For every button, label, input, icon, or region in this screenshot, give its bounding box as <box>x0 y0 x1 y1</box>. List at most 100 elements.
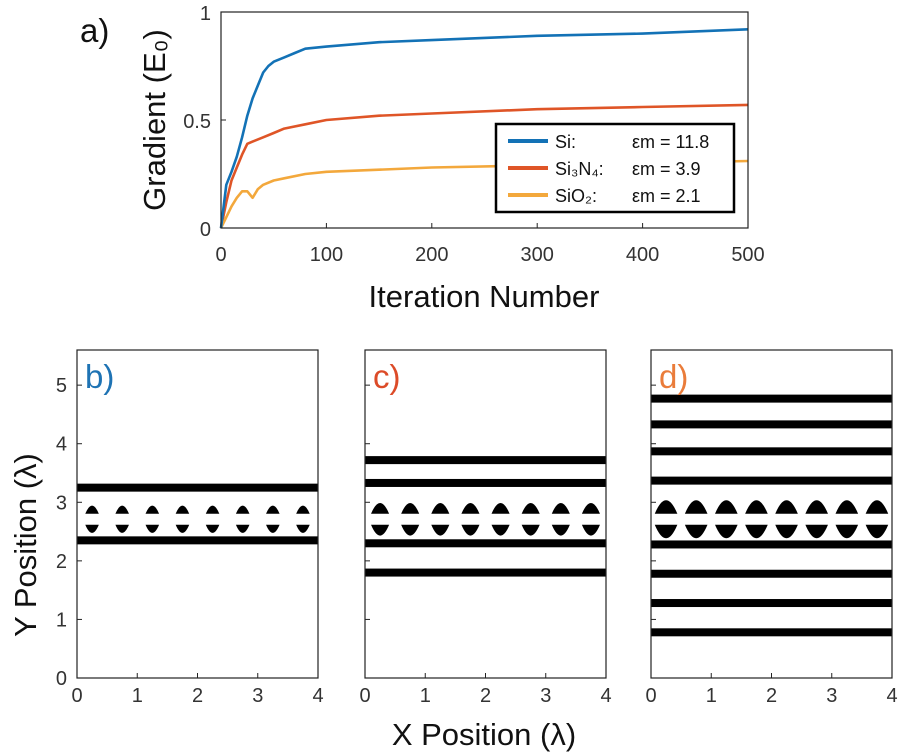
x-tick-label: 400 <box>626 244 659 266</box>
bump-feature <box>205 524 220 533</box>
bump-feature <box>551 502 570 514</box>
material-bar <box>77 483 318 492</box>
x-tick-label: 1 <box>420 685 431 707</box>
bump-feature <box>775 524 798 539</box>
material-bar <box>651 447 892 456</box>
structure-panel-b: b) 0 1 2 3 4 0 1 2 3 4 5 <box>56 349 324 707</box>
bump-feature <box>461 524 480 536</box>
y-tick-label: 2 <box>56 551 67 573</box>
material-bar <box>365 568 606 577</box>
material-bar <box>651 628 892 637</box>
bump-feature <box>145 524 160 533</box>
y-tick-label: 4 <box>56 434 67 456</box>
bump-feature <box>296 524 310 533</box>
bump-feature <box>805 500 828 514</box>
material-bar <box>651 394 892 403</box>
bump-feature <box>401 502 420 514</box>
bump-feature <box>715 500 738 514</box>
x-tick-label: 3 <box>540 685 551 707</box>
x-tick-label: 2 <box>766 685 777 707</box>
x-tick-label: 0 <box>359 685 370 707</box>
panel-background <box>365 350 606 678</box>
bump-feature <box>805 524 828 539</box>
x-tick-label: 4 <box>600 685 611 707</box>
x-tick-label: 2 <box>192 685 203 707</box>
x-tick-label: 1 <box>706 685 717 707</box>
gradient-plot-area <box>219 28 749 229</box>
y-axis-label-position: Y Position (λ) <box>8 453 43 637</box>
bump-feature <box>175 505 190 514</box>
bump-feature <box>266 524 280 533</box>
bump-feature <box>371 524 390 536</box>
bump-feature <box>371 502 390 514</box>
y-tick-label: 0.5 <box>183 111 211 133</box>
legend: Si: εm = 11.8 Si₃N₄: εm = 3.9 SiO₂: εm =… <box>494 122 736 214</box>
bump-feature <box>654 500 678 514</box>
material-bar <box>365 539 606 548</box>
y-tick-label: 1 <box>56 609 67 631</box>
bump-feature <box>684 500 708 514</box>
bump-feature <box>835 524 859 539</box>
bump-feature <box>296 505 310 514</box>
structure-panel-d: d) 0 1 2 3 4 <box>645 349 898 707</box>
material-bar <box>365 456 606 465</box>
legend-name-sio2: SiO₂: <box>555 186 597 206</box>
bump-feature <box>745 500 768 514</box>
x-tick-label: 1 <box>132 685 143 707</box>
panel-label: d) <box>659 358 688 395</box>
material-bar <box>77 536 318 545</box>
material-bar <box>651 599 892 608</box>
x-tick-label: 2 <box>480 685 491 707</box>
bump-feature <box>581 524 600 536</box>
bump-feature <box>835 500 859 514</box>
x-tick-label: 3 <box>252 685 263 707</box>
bump-feature <box>145 505 160 514</box>
bump-feature <box>401 524 420 536</box>
bump-feature <box>491 524 510 536</box>
bump-feature <box>461 502 480 514</box>
y-tick-label: 0 <box>56 668 67 690</box>
y-tick-label: 3 <box>56 492 67 514</box>
x-tick-label: 3 <box>826 685 837 707</box>
bump-feature <box>521 524 540 536</box>
legend-eps-sio2: εm = 2.1 <box>632 186 701 206</box>
bump-feature <box>865 524 889 539</box>
bump-feature <box>431 502 450 514</box>
series-line-1 <box>219 103 749 229</box>
structure-panels: b) 0 1 2 3 4 0 1 2 3 4 5 c) 0 1 2 3 4 d) 0 1 2 3 4 <box>56 349 898 707</box>
bump-feature <box>581 502 600 514</box>
x-tick-label: 500 <box>731 244 764 266</box>
bump-feature <box>684 524 708 539</box>
material-bar <box>651 476 892 485</box>
bump-feature <box>235 505 250 514</box>
gradient-axis-ticks: 0 100 200 300 400 500 0 0.5 1 <box>183 3 765 266</box>
bump-feature <box>745 524 768 539</box>
y-axis-label-gradient: Gradient (E₀) <box>137 29 172 211</box>
gradient-chart: a) 0 100 200 300 400 500 0 0.5 1 Iteration Numbe… <box>80 3 765 314</box>
x-axis-label-iteration: Iteration Number <box>369 279 600 314</box>
x-tick-label: 4 <box>886 685 897 707</box>
panel-label: c) <box>373 358 401 395</box>
legend-name-si: Si: <box>555 132 576 152</box>
bump-feature <box>654 524 678 539</box>
x-tick-label: 0 <box>645 685 656 707</box>
panel-label: b) <box>85 358 114 395</box>
x-tick-label: 200 <box>415 244 448 266</box>
structure-panel-c: c) 0 1 2 3 4 <box>359 349 612 707</box>
x-tick-label: 100 <box>310 244 343 266</box>
series-line-2 <box>219 159 749 229</box>
material-bar <box>651 569 892 578</box>
panel-background <box>77 350 318 678</box>
bump-feature <box>715 524 738 539</box>
y-tick-label: 0 <box>200 219 211 241</box>
material-bar <box>651 540 892 549</box>
bump-feature <box>175 524 190 533</box>
material-bar <box>651 420 892 429</box>
bump-feature <box>85 505 99 514</box>
legend-eps-si: εm = 11.8 <box>632 132 709 152</box>
bump-feature <box>491 502 510 514</box>
panel-label-a: a) <box>80 12 109 49</box>
bump-feature <box>85 524 99 533</box>
legend-eps-si3n4: εm = 3.9 <box>632 159 701 179</box>
y-tick-label: 5 <box>56 375 67 397</box>
